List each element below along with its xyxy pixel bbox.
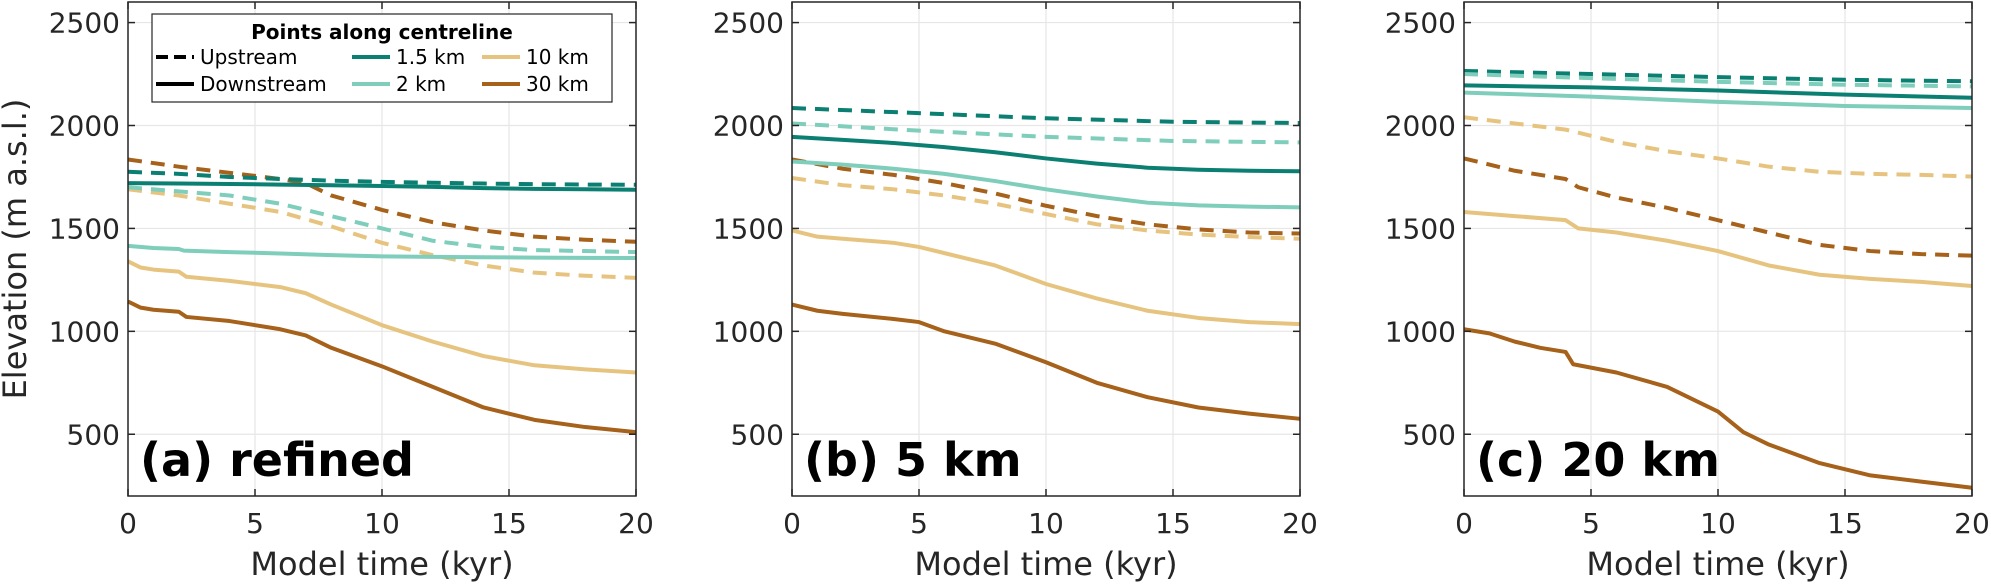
x-tick-label: 10	[1700, 507, 1736, 540]
series-line-10-km-upstream	[1463, 115, 1973, 179]
series-line-2-km-downstream	[791, 159, 1301, 210]
series-line-1-5-km-upstream	[127, 169, 637, 187]
series-line-2-km-upstream	[127, 185, 637, 255]
series-line-30-km-upstream	[791, 157, 1301, 236]
y-tick-label: 2000	[713, 110, 784, 143]
y-tick-label: 500	[1403, 418, 1456, 451]
y-tick-label: 2500	[49, 7, 120, 40]
y-tick-label: 1000	[713, 315, 784, 348]
x-tick-label: 5	[246, 507, 264, 540]
series-line-30-km-upstream	[127, 157, 637, 244]
panel-label: (a) refined	[140, 433, 414, 487]
legend-entry-label: Upstream	[200, 45, 297, 69]
y-tick-label: 2500	[713, 7, 784, 40]
y-tick-label: 1000	[1385, 315, 1456, 348]
x-tick-label: 10	[1028, 507, 1064, 540]
x-tick-label: 20	[1282, 507, 1318, 540]
series-line-30-km-downstream	[1463, 327, 1973, 490]
series-line-2-km-upstream	[1463, 72, 1973, 89]
series-line-1-5-km-upstream	[1463, 68, 1973, 84]
x-tick-label: 5	[1582, 507, 1600, 540]
y-axis-label: Elevation (m a.s.l.)	[0, 99, 34, 400]
legend-entry-label: Downstream	[200, 72, 327, 96]
panel-2: 0 5 10 15 20 500 1000 1500 2000 2500 Model time (k…	[1385, 1, 1990, 583]
series-line-1-5-km-downstream	[127, 181, 637, 192]
series-line-10-km-upstream	[127, 187, 637, 280]
series-line-1-5-km-downstream	[1463, 83, 1973, 100]
series-line-10-km-downstream	[791, 228, 1301, 327]
y-tick-label: 2000	[49, 110, 120, 143]
legend-entry-label: 2 km	[396, 72, 446, 96]
series-line-10-km-downstream	[127, 259, 637, 375]
series-line-2-km-upstream	[791, 121, 1301, 145]
legend-title: Points along centreline	[251, 20, 513, 44]
x-tick-label: 20	[618, 507, 654, 540]
panel-label: (c) 20 km	[1476, 433, 1720, 487]
series-line-1-5-km-upstream	[791, 106, 1301, 126]
series-line-1-5-km-downstream	[791, 134, 1301, 174]
y-tick-label: 1500	[713, 212, 784, 245]
series-line-30-km-upstream	[1463, 156, 1973, 258]
x-axis-label: Model time (kyr)	[914, 545, 1177, 583]
series-line-2-km-downstream	[1463, 90, 1973, 110]
x-tick-label: 15	[491, 507, 527, 540]
series-line-2-km-downstream	[127, 243, 637, 261]
panel-0: 0 5 10 15 20 500 1000 1500 2000 2500 Model time (k…	[0, 1, 654, 583]
x-tick-label: 0	[1455, 507, 1473, 540]
y-tick-label: 1500	[49, 212, 120, 245]
series-line-30-km-downstream	[127, 299, 637, 435]
legend-entry-label: 1.5 km	[396, 45, 465, 69]
x-tick-label: 5	[910, 507, 928, 540]
panel-1: 0 5 10 15 20 500 1000 1500 2000 2500 Model time (k…	[713, 1, 1318, 583]
x-tick-label: 20	[1954, 507, 1990, 540]
x-axis-label: Model time (kyr)	[1586, 545, 1849, 583]
panel-label: (b) 5 km	[804, 433, 1022, 487]
x-tick-label: 15	[1827, 507, 1863, 540]
x-tick-label: 15	[1155, 507, 1191, 540]
legend-entry-label: 30 km	[526, 72, 589, 96]
series-line-10-km-downstream	[1463, 209, 1973, 289]
x-tick-label: 0	[783, 507, 801, 540]
y-tick-label: 500	[67, 418, 120, 451]
y-tick-label: 2500	[1385, 7, 1456, 40]
series-line-30-km-downstream	[791, 302, 1301, 421]
x-axis-label: Model time (kyr)	[250, 545, 513, 583]
y-tick-label: 2000	[1385, 110, 1456, 143]
x-tick-label: 10	[364, 507, 400, 540]
y-tick-label: 500	[731, 418, 784, 451]
y-tick-label: 1000	[49, 315, 120, 348]
legend-entry-label: 10 km	[526, 45, 589, 69]
x-tick-label: 0	[119, 507, 137, 540]
series-line-10-km-upstream	[791, 176, 1301, 241]
y-tick-label: 1500	[1385, 212, 1456, 245]
